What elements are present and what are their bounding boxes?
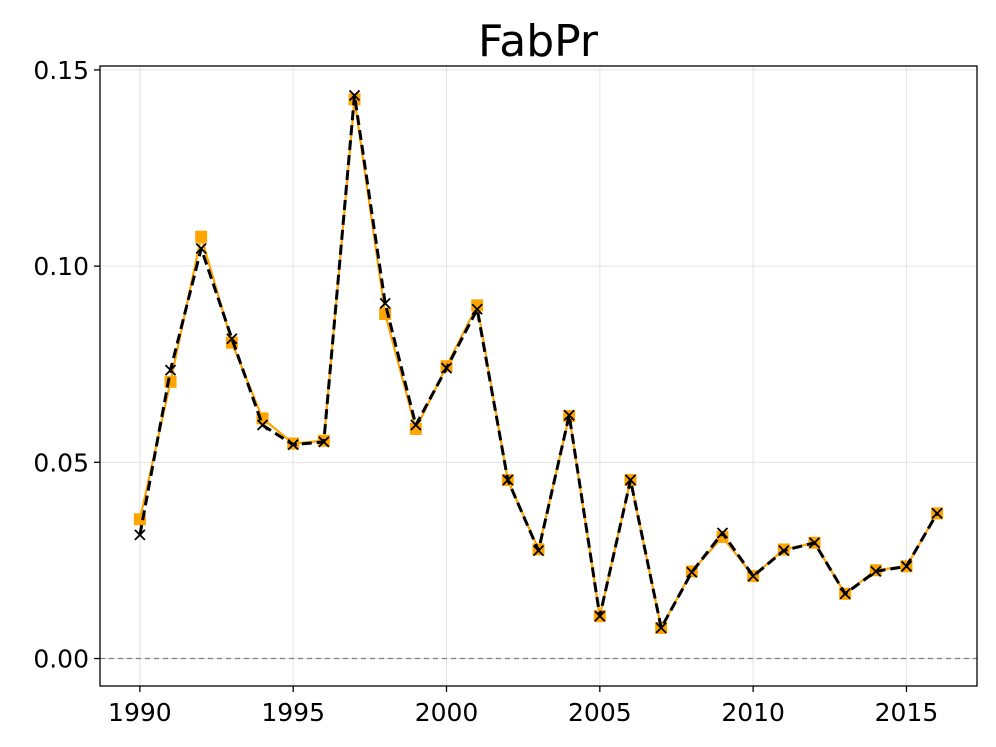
data-point-x — [195, 242, 207, 255]
x-tick-label: 2015 — [875, 698, 939, 727]
data-point-x — [226, 333, 238, 345]
data-point-x — [134, 529, 146, 541]
y-tick-label: 0.00 — [33, 645, 89, 674]
data-point-square — [471, 299, 484, 312]
data-point-x — [808, 537, 821, 549]
data-point-square — [409, 422, 422, 435]
data-point-x — [839, 588, 851, 600]
data-point-x — [563, 409, 575, 421]
data-point-x — [716, 527, 729, 539]
x-axis: 1990 1995 2000 2005 2010 2015 — [108, 686, 938, 727]
y-tick-label: 0.15 — [33, 56, 89, 85]
data-point-x — [502, 474, 514, 486]
data-point-x — [624, 474, 637, 486]
data-point-x — [686, 566, 698, 578]
data-point-x — [870, 565, 882, 578]
data-point-x — [931, 507, 943, 519]
data-point-x — [348, 89, 361, 102]
y-tick-label: 0.05 — [33, 448, 89, 477]
plot-frame — [99, 65, 978, 687]
data-point-x — [410, 419, 422, 431]
data-point-x — [256, 419, 269, 431]
data-point-x — [379, 297, 391, 310]
data-point-x — [318, 436, 330, 448]
data-point-x — [747, 570, 759, 582]
x-tick-label: 2005 — [568, 698, 632, 727]
data-point-x — [900, 560, 913, 572]
series-2 — [134, 89, 943, 634]
data-point-x — [532, 544, 545, 557]
data-point-x — [471, 303, 483, 315]
data-point-x — [440, 362, 453, 374]
x-tick-label: 2010 — [721, 698, 785, 727]
data-point-x — [594, 610, 606, 622]
data-point-x — [164, 364, 177, 376]
data-point-x — [287, 439, 299, 451]
x-tick-label: 1995 — [261, 698, 325, 727]
x-tick-label: 2000 — [415, 698, 479, 727]
data-point-square — [195, 230, 208, 243]
chart-title: FabPr — [478, 16, 599, 67]
x-tick-label: 1990 — [108, 698, 172, 727]
series-layer — [133, 89, 944, 634]
data-point-square — [716, 530, 729, 543]
data-point-x — [655, 622, 667, 634]
y-tick-label: 0.10 — [33, 252, 89, 281]
data-point-x — [778, 544, 790, 557]
y-axis: 0.00 0.05 0.10 0.15 — [33, 56, 100, 674]
